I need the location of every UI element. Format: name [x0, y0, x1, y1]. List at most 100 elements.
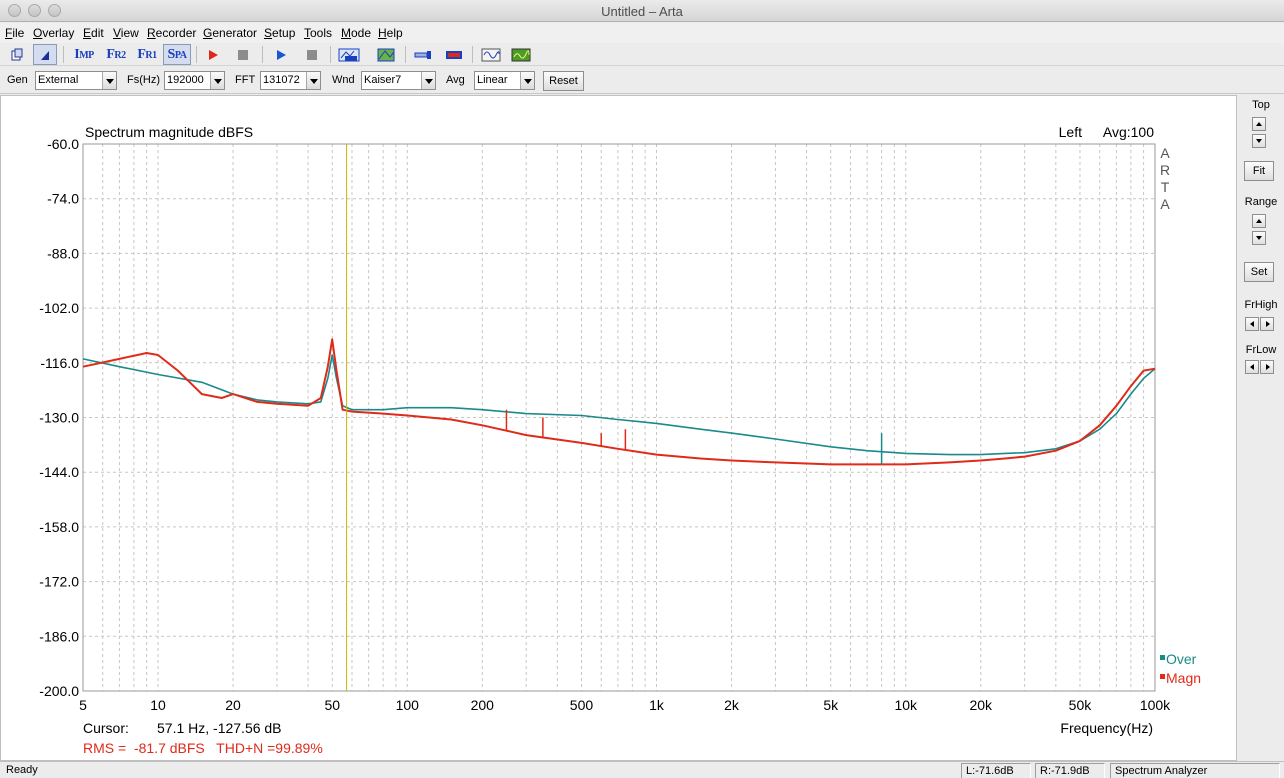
legend-magn-swatch	[1160, 674, 1165, 679]
series-line-over	[82, 354, 1156, 456]
parameter-bar: Gen External Fs(Hz) 192000 FFT 131072 Wn…	[0, 67, 1284, 94]
avg-label: Avg	[446, 74, 465, 86]
fr1-mode-button[interactable]: FR1	[133, 44, 161, 65]
fit-button[interactable]: Fit	[1244, 161, 1274, 181]
frlow-right-button[interactable]	[1260, 360, 1274, 374]
sine-wave-icon	[481, 48, 501, 61]
avg-count-label: Avg:100	[1103, 124, 1154, 140]
menu-overlay[interactable]: Overlay	[33, 26, 75, 40]
frlow-left-button[interactable]	[1245, 360, 1259, 374]
status-right-level: R:-71.9dB	[1035, 763, 1105, 778]
reset-button[interactable]: Reset	[543, 71, 584, 91]
cursor-readout-value: 57.1 Hz, -127.56 dB	[157, 720, 282, 736]
generator-stop-button[interactable]	[301, 44, 323, 65]
fr2-mode-label: FR2	[106, 46, 126, 63]
x-tick-label: 5k	[823, 697, 839, 713]
title-bar: Untitled – Arta	[0, 0, 1284, 22]
menu-setup[interactable]: Setup	[264, 26, 296, 40]
menu-tools[interactable]: Tools	[304, 26, 333, 40]
wnd-value: Kaiser7	[364, 74, 402, 86]
close-window-button[interactable]	[8, 4, 21, 17]
x-tick-label: 10k	[894, 697, 918, 713]
fs-select[interactable]: 192000	[164, 71, 225, 90]
generator-setup-button[interactable]	[336, 44, 362, 65]
impulse-mode-sub: MP	[79, 49, 94, 61]
pointer-button[interactable]	[33, 44, 57, 65]
menu-view[interactable]: View	[113, 26, 139, 40]
sine-generator-button[interactable]	[479, 44, 503, 65]
spa-mode-label: SPA	[168, 47, 187, 63]
legend-magn-label: Magn	[1166, 670, 1201, 686]
scope-button[interactable]	[509, 44, 533, 65]
legend-over-label: Over	[1166, 651, 1197, 667]
frhigh-left-button[interactable]	[1245, 317, 1259, 331]
fr2-mode-letter: F	[106, 46, 115, 62]
range-down-button[interactable]	[1252, 231, 1266, 245]
menu-mode[interactable]: Mode	[341, 26, 372, 40]
x-tick-label: 2k	[724, 697, 740, 713]
y-tick-label: -60.0	[47, 136, 79, 152]
stop-gray-icon	[307, 49, 317, 60]
arta-watermark-letter: R	[1160, 162, 1170, 178]
status-ready: Ready	[6, 764, 38, 776]
fs-value: 192000	[167, 74, 204, 86]
scope-icon	[511, 48, 531, 61]
fr1-mode-sub: R1	[145, 49, 157, 61]
calibrate-button[interactable]	[411, 44, 435, 65]
spectrum-plot[interactable]: -60.0 -74.0 -88.0 -102.0 -116.0 -130.0 -144.0 -…	[0, 95, 1237, 761]
spectrum-chart[interactable]: -60.0 -74.0 -88.0 -102.0 -116.0 -130.0 -144.0 -…	[1, 96, 1238, 762]
menu-edit[interactable]: Edit	[83, 26, 104, 40]
meter-icon	[446, 50, 462, 59]
legend-over-swatch	[1160, 655, 1165, 660]
meter-button[interactable]	[442, 44, 466, 65]
chevron-down-icon	[306, 72, 320, 89]
new-file-icon	[11, 48, 23, 60]
set-button[interactable]: Set	[1244, 262, 1274, 282]
channel-label: Left	[1059, 124, 1082, 140]
range-label: Range	[1244, 196, 1278, 208]
generator-setup-icon	[338, 48, 360, 61]
spa-mode-button[interactable]: SPA	[163, 44, 191, 65]
arta-watermark-letter: A	[1160, 196, 1170, 212]
y-tick-label: -200.0	[39, 683, 79, 699]
top-down-button[interactable]	[1252, 134, 1266, 148]
fr1-mode-label: FR1	[137, 47, 157, 63]
toolbar: IMP FR2 FR1 SPA	[0, 43, 1284, 66]
menu-recorder[interactable]: Recorder	[147, 26, 197, 40]
fft-select[interactable]: 131072	[260, 71, 321, 90]
rms-thd-readout: RMS = -81.7 dBFS THD+N =99.89%	[83, 740, 323, 756]
fft-value: 131072	[263, 74, 300, 86]
wnd-select[interactable]: Kaiser7	[361, 71, 436, 90]
menu-generator[interactable]: Generator	[203, 26, 258, 40]
chevron-down-icon	[421, 72, 435, 89]
x-tick-label: 10	[150, 697, 166, 713]
y-tick-label: -130.0	[39, 410, 79, 426]
record-stop-button[interactable]	[232, 44, 254, 65]
record-play-button[interactable]	[202, 44, 224, 65]
signal-button[interactable]	[374, 44, 398, 65]
menu-help[interactable]: Help	[378, 26, 403, 40]
new-file-button[interactable]	[6, 44, 28, 65]
y-tick-label: -172.0	[39, 574, 79, 590]
chevron-down-icon	[210, 72, 224, 89]
x-tick-label: 20	[225, 697, 241, 713]
y-tick-label: -74.0	[47, 191, 79, 207]
status-mode: Spectrum Analyzer	[1110, 763, 1280, 778]
status-bar: Ready L:-71.6dB R:-71.9dB Spectrum Analy…	[0, 761, 1284, 778]
fs-label: Fs(Hz)	[127, 74, 160, 86]
menu-file[interactable]: File	[5, 26, 25, 40]
impulse-mode-button[interactable]: IMP	[70, 44, 98, 65]
top-up-button[interactable]	[1252, 117, 1266, 131]
generator-play-button[interactable]	[270, 44, 292, 65]
x-tick-label: 1k	[649, 697, 665, 713]
gen-select[interactable]: External	[35, 71, 117, 90]
minimize-window-button[interactable]	[28, 4, 41, 17]
range-up-button[interactable]	[1252, 214, 1266, 228]
y-tick-label: -158.0	[39, 519, 79, 535]
x-tick-label: 50k	[1069, 697, 1093, 713]
zoom-window-button[interactable]	[48, 4, 61, 17]
frhigh-right-button[interactable]	[1260, 317, 1274, 331]
impulse-mode-label: IMP	[74, 47, 94, 63]
fr2-mode-button[interactable]: FR2	[102, 44, 130, 65]
avg-select[interactable]: Linear	[474, 71, 535, 90]
